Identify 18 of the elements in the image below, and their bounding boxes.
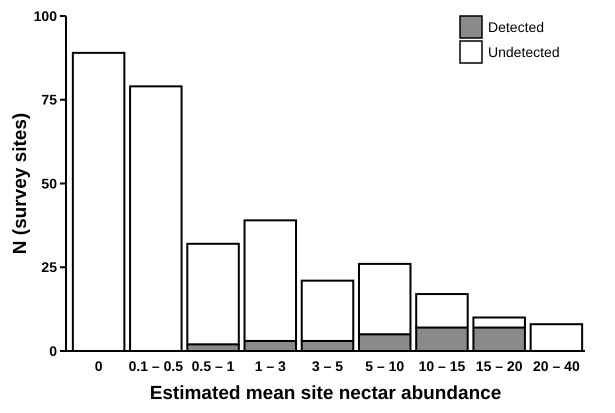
y-tick-label: 100 xyxy=(34,8,58,24)
y-axis-title: N (survey sites) xyxy=(10,112,31,254)
y-tick-label: 75 xyxy=(41,92,58,108)
y-tick-label: 25 xyxy=(41,259,58,276)
x-tick-label: 15 – 20 xyxy=(476,358,523,374)
x-tick-label: 1 – 3 xyxy=(254,358,286,374)
x-tick-label: 20 – 40 xyxy=(533,358,580,374)
x-axis-title: Estimated mean site nectar abundance xyxy=(150,383,502,404)
y-tick-label: 50 xyxy=(41,175,58,192)
y-tick-label: 0 xyxy=(49,342,58,359)
x-tick-label: 10 – 15 xyxy=(418,358,466,374)
x-tick-label: 3 – 5 xyxy=(312,358,344,374)
legend-label: Detected xyxy=(488,19,544,35)
x-tick-label: 0.1 – 0.5 xyxy=(128,358,184,374)
x-tick-label: 5 – 10 xyxy=(365,358,404,374)
x-tick-label: 0.5 – 1 xyxy=(192,358,235,374)
legend-label: Undetected xyxy=(488,44,560,60)
x-tick-label: 0 xyxy=(94,358,103,374)
